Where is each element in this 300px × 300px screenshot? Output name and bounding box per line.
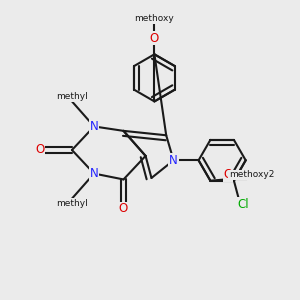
Text: Cl: Cl bbox=[237, 198, 249, 211]
Text: methyl: methyl bbox=[56, 92, 88, 101]
Text: methoxy: methoxy bbox=[134, 14, 174, 23]
Text: methoxy2: methoxy2 bbox=[229, 170, 274, 179]
Text: N: N bbox=[90, 167, 98, 180]
Text: O: O bbox=[224, 168, 233, 181]
Text: O: O bbox=[150, 32, 159, 45]
Text: O: O bbox=[119, 202, 128, 215]
Text: O: O bbox=[35, 143, 44, 157]
Text: N: N bbox=[90, 120, 98, 133]
Text: N: N bbox=[169, 154, 178, 167]
Text: methyl: methyl bbox=[56, 199, 88, 208]
